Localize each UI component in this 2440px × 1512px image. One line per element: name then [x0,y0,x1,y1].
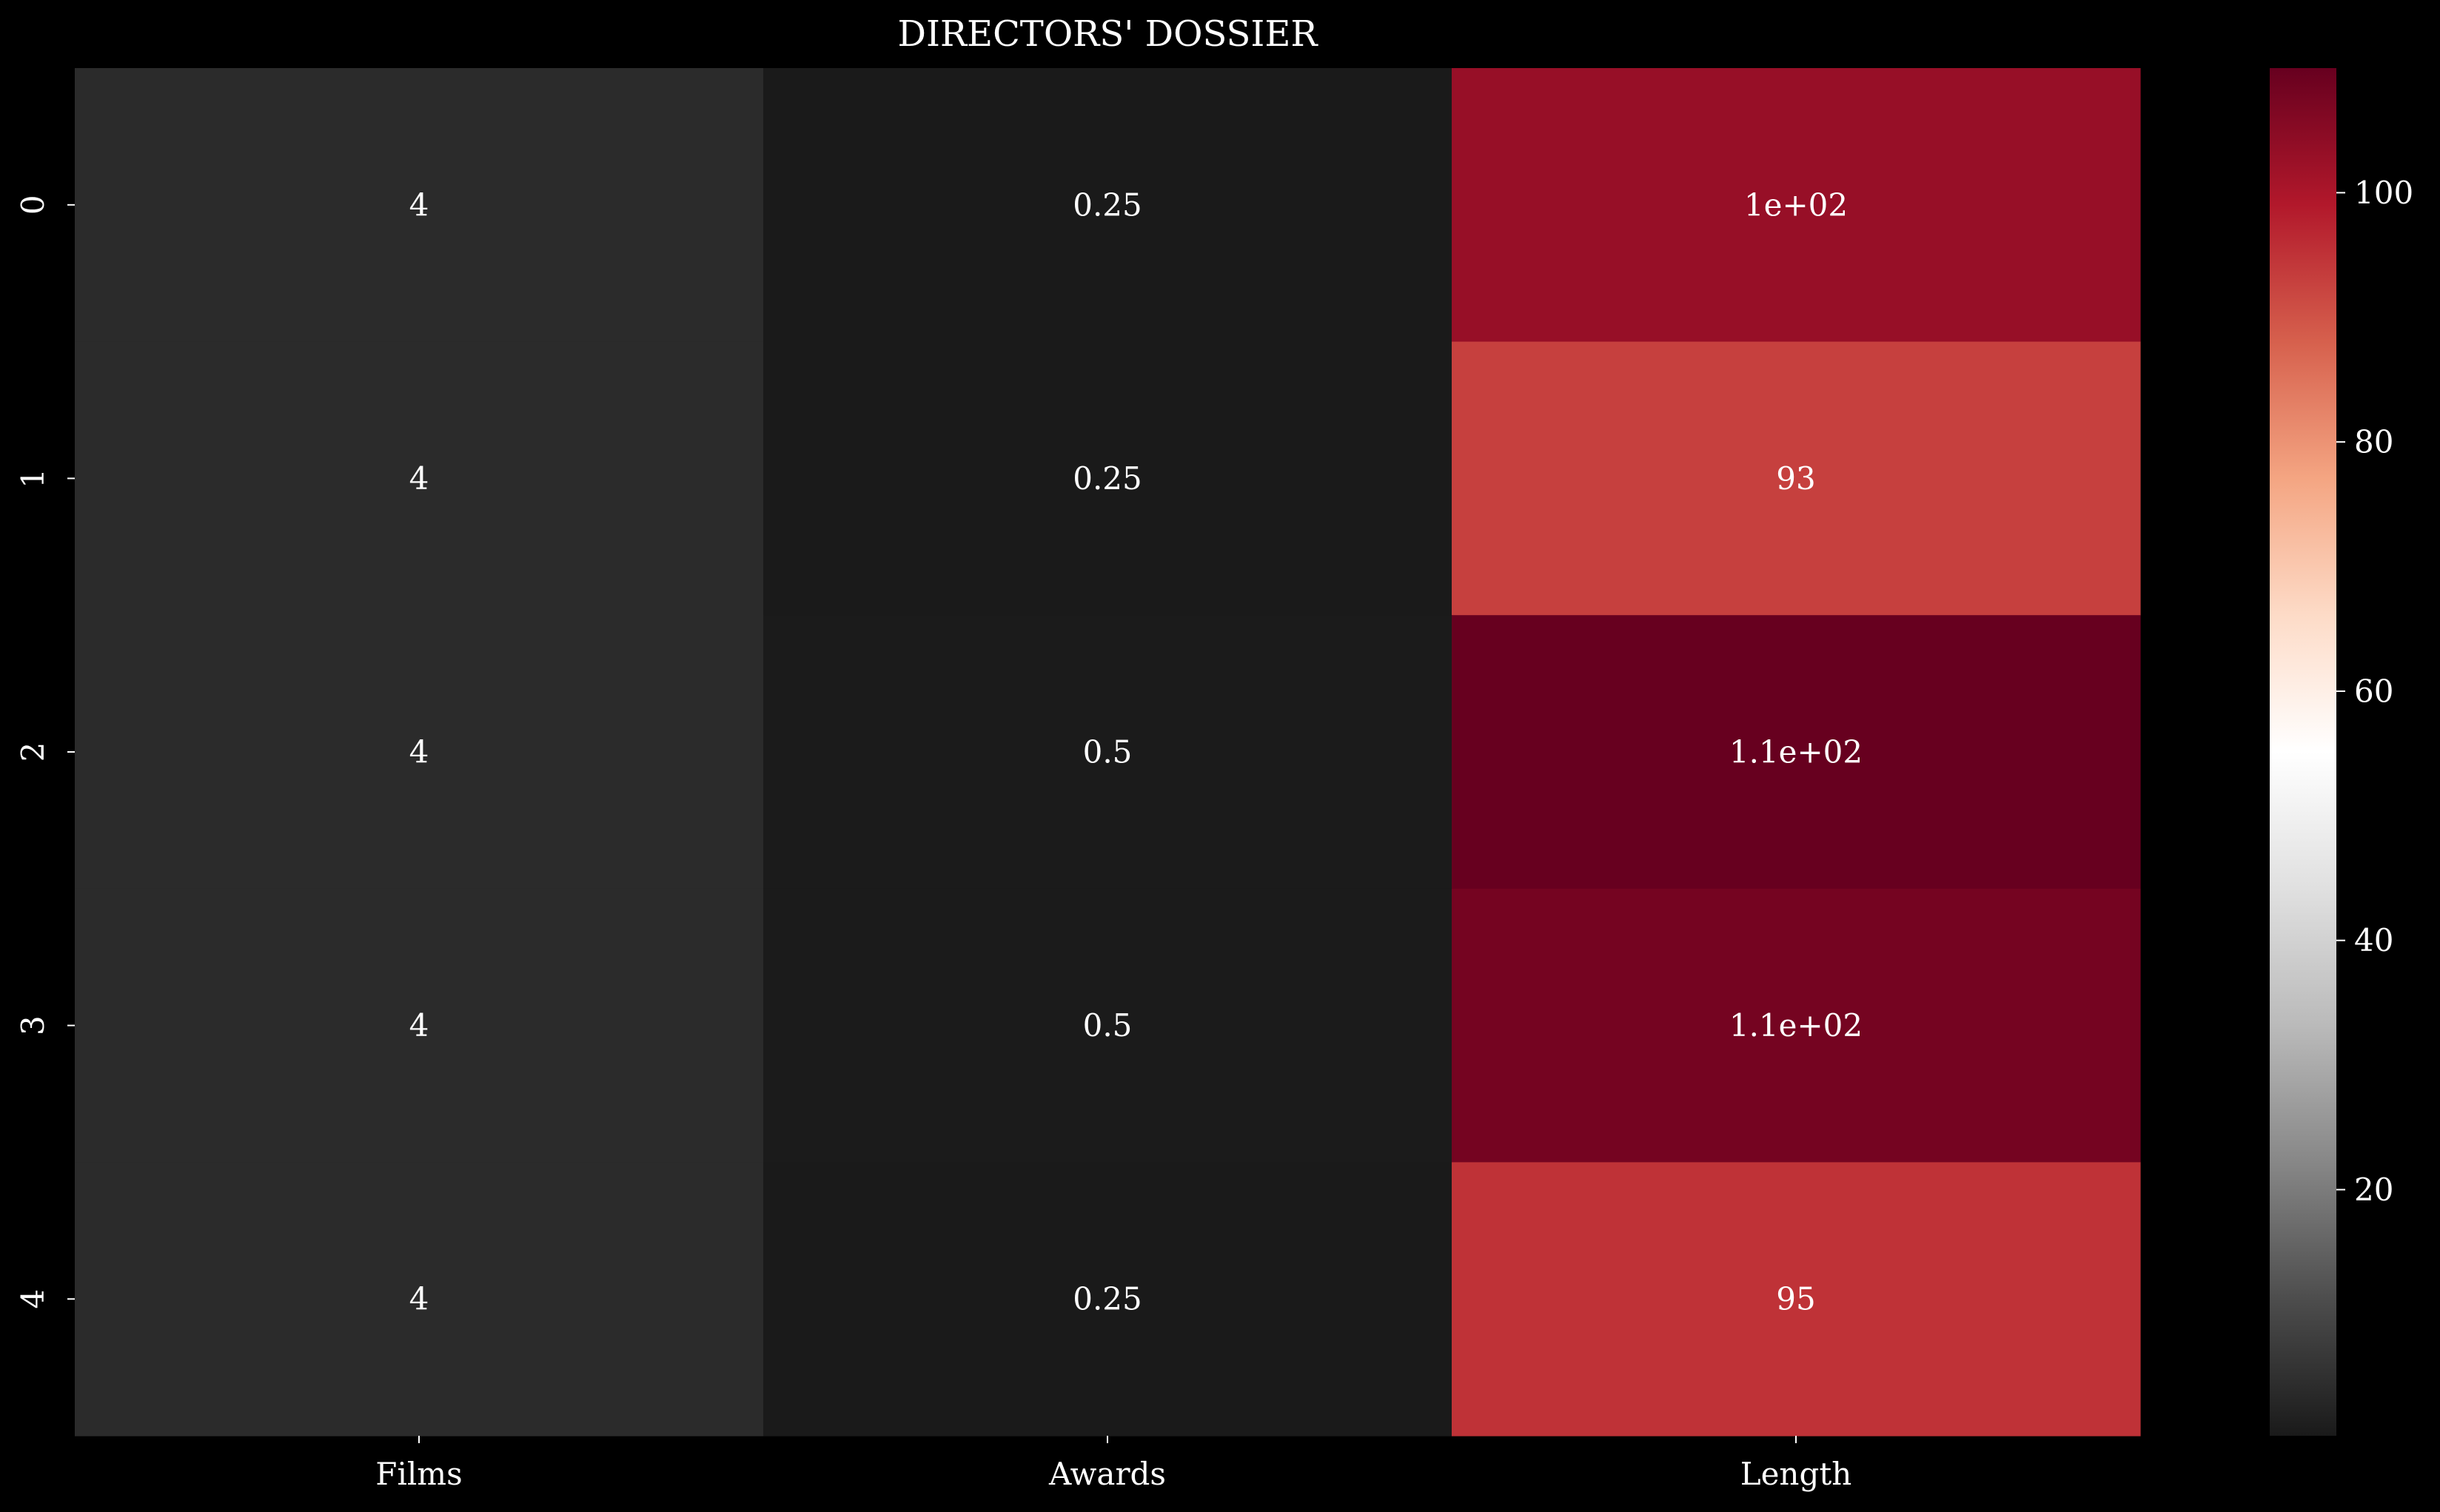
heatmap-cell [763,888,1452,1163]
cell-annotation: 4 [409,460,429,497]
cell-annotation: 4 [409,1281,429,1317]
y-tick-labels: 0 1 2 3 4 [15,195,75,1309]
x-tick-label: Length [1740,1456,1852,1492]
colorbar-tick-label: 100 [2354,175,2413,211]
y-tick-label: 4 [15,1289,51,1309]
colorbar-tick-label: 40 [2354,922,2393,958]
cell-annotation: 1e+02 [1744,187,1848,223]
cell-annotation: 1.1e+02 [1729,734,1863,770]
cell-annotation: 0.25 [1073,1281,1142,1317]
heatmap-cell [75,1162,764,1437]
colorbar: 20 40 60 80 100 [2270,68,2413,1436]
cell-annotation: 4 [409,187,429,223]
heatmap-cell [1452,341,2141,616]
cell-annotation: 4 [409,734,429,770]
heatmap-cell [75,615,764,890]
x-tick-label: Awards [1048,1456,1166,1492]
colorbar-tick-label: 80 [2354,424,2393,460]
heatmap-cell [75,341,764,616]
y-tick-label: 0 [15,195,51,215]
cell-annotation: 93 [1776,460,1815,497]
heatmap-cells [75,68,2141,1437]
cell-annotation: 0.25 [1073,187,1142,223]
y-tick-label: 2 [15,742,51,762]
heatmap-cell [1452,615,2141,890]
x-tick-labels: Films Awards Length [375,1436,1851,1492]
heatmap-cell [763,341,1452,616]
cell-annotation: 0.25 [1073,460,1142,497]
heatmap-cell [1452,888,2141,1163]
heatmap-annotations: 4 0.25 1e+02 4 0.25 93 4 0.5 1.1e+02 4 0.5 1.1e+02 4… [409,187,1863,1317]
heatmap-cell [763,615,1452,890]
heatmap-cell [763,1162,1452,1437]
colorbar-tick-label: 60 [2354,673,2393,709]
heatmap-cell [1452,1162,2141,1437]
colorbar-gradient [2270,68,2336,1436]
colorbar-tick-label: 20 [2354,1172,2393,1208]
y-tick-label: 3 [15,1015,51,1035]
heatmap-cell [1452,68,2141,343]
cell-annotation: 4 [409,1007,429,1044]
x-tick-label: Films [375,1456,462,1492]
chart-title: DIRECTORS' DOSSIER [897,13,1318,55]
cell-annotation: 0.5 [1083,734,1133,770]
heatmap-cell [75,68,764,343]
cell-annotation: 1.1e+02 [1729,1007,1863,1044]
heatmap-cell [75,888,764,1163]
cell-annotation: 0.5 [1083,1007,1133,1044]
heatmap-cell [763,68,1452,343]
y-tick-label: 1 [15,468,51,488]
cell-annotation: 95 [1776,1281,1815,1317]
